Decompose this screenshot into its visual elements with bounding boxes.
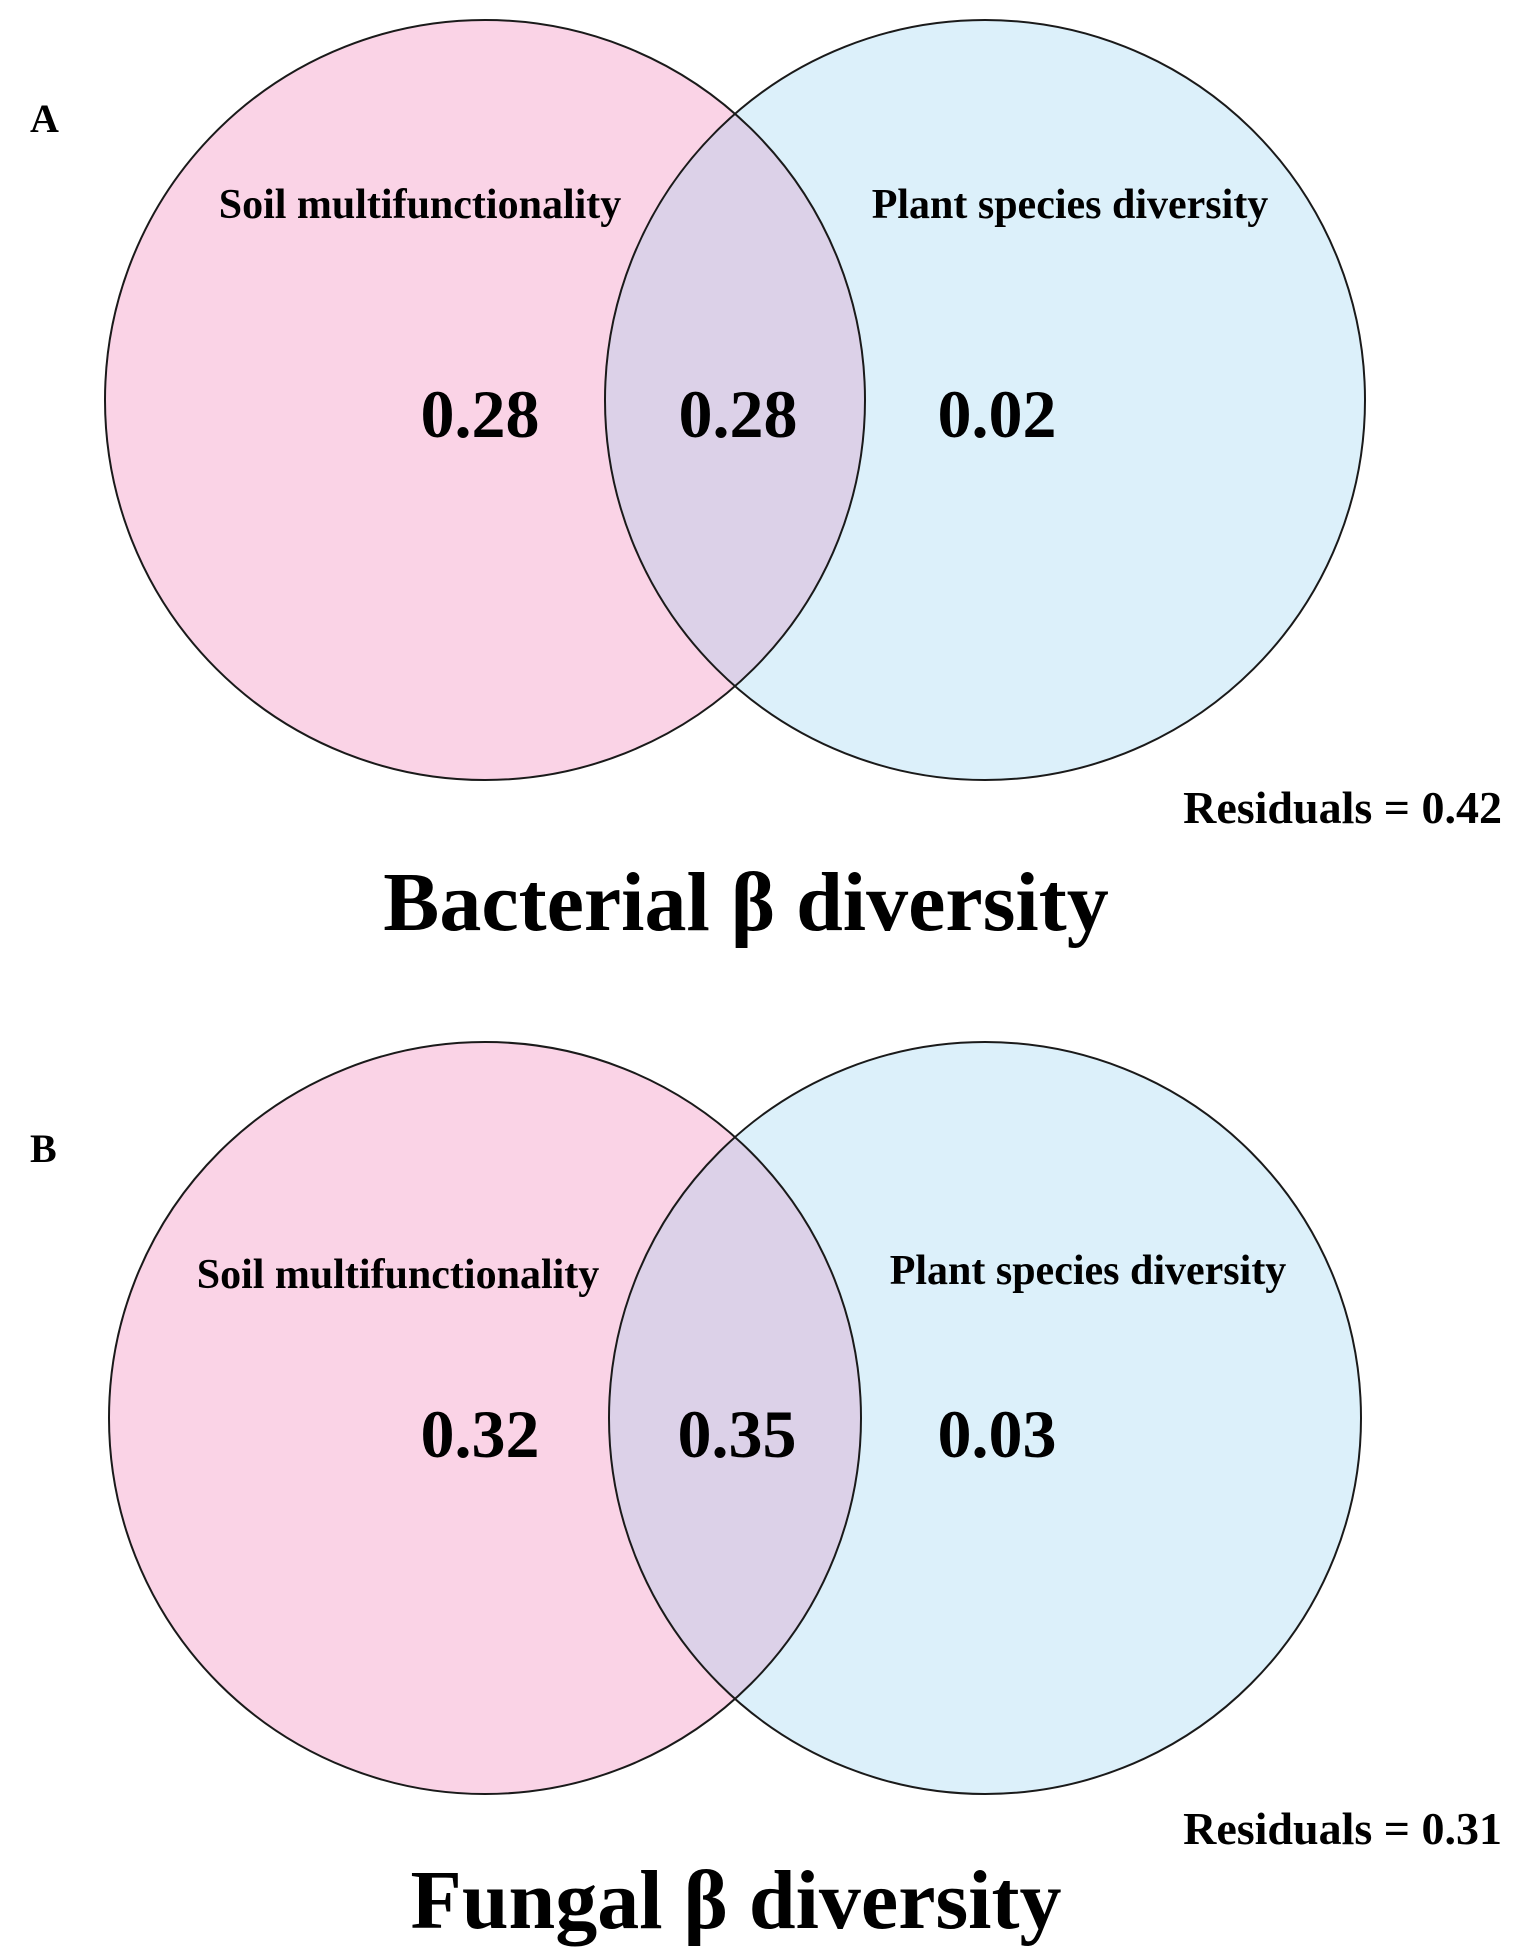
panel-a-overlap-region [605,20,865,780]
panel-b-right-outline [608,1041,1362,1795]
panel-b: B Soil multifunctionality Plant species … [30,1041,1502,1947]
panel-b-right-set-label: Plant species diversity [890,1248,1287,1294]
panel-a: A Soil multifunctionality Plant species … [30,19,1502,949]
panel-b-letter: B [30,1126,57,1171]
panel-a-overlap-value: 0.28 [679,376,798,452]
panel-a-left-set-label: Soil multifunctionality [219,182,622,228]
panel-a-left-outline [104,19,866,781]
panel-a-title: Bacterial β diversity [383,856,1108,949]
panel-a-left-value: 0.28 [421,376,540,452]
panel-b-right-value: 0.03 [938,1396,1057,1472]
panel-a-right-value: 0.02 [938,376,1057,452]
panel-b-left-set-label: Soil multifunctionality [197,1252,600,1298]
panel-b-residuals: Residuals = 0.31 [1183,1803,1502,1854]
panel-a-letter: A [30,96,59,141]
panel-a-residuals: Residuals = 0.42 [1183,782,1502,833]
panel-b-overlap-region [609,1042,861,1794]
panel-b-left-value: 0.32 [421,1396,540,1472]
panel-b-overlap-value: 0.35 [678,1396,797,1472]
panel-a-right-outline [604,19,1366,781]
panel-b-title: Fungal β diversity [411,1854,1062,1947]
panel-b-left-outline [108,1041,862,1795]
panel-a-right-set-label: Plant species diversity [872,182,1269,228]
